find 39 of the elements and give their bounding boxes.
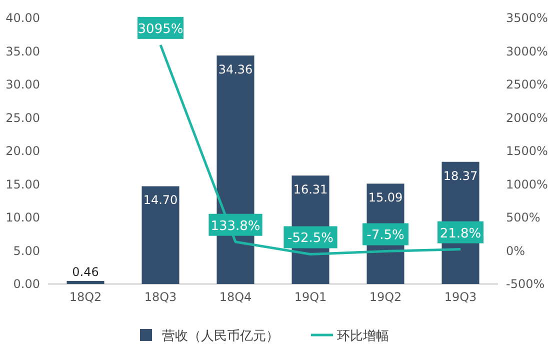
x-tick-label: 19Q1	[294, 290, 327, 304]
y-tick-label: 40.00	[6, 11, 40, 25]
y-tick-label: 20.00	[6, 144, 40, 158]
y2-tick-label: 1000%	[506, 177, 548, 192]
x-tick-label: 19Q2	[369, 290, 402, 304]
data-label: 21.8%	[440, 226, 482, 242]
y-tick-label: 10.00	[6, 210, 40, 224]
y-tick-label: 0.00	[13, 277, 40, 291]
x-tick-label: 18Q3	[144, 290, 177, 304]
data-label: 3095%	[138, 22, 184, 37]
x-tick-label: 18Q4	[219, 290, 252, 304]
x-tick-label: 19Q3	[444, 290, 477, 304]
data-label: 34.36	[218, 62, 253, 77]
y2-tick-label: 1500%	[506, 144, 548, 158]
y2-tick-label: 3000%	[506, 44, 548, 58]
y-tick-label: 25.00	[6, 110, 40, 125]
y2-tick-label: 2000%	[506, 110, 548, 125]
data-label: 16.31	[293, 182, 328, 197]
data-label: 133.8%	[210, 218, 260, 234]
y2-tick-label: 3500%	[506, 11, 548, 25]
data-label: 14.70	[143, 193, 178, 208]
y-tick-label: 35.00	[6, 44, 40, 58]
data-label: 0.46	[72, 264, 99, 279]
y2-tick-label: 500%	[506, 210, 540, 224]
x-tick-label: 18Q2	[69, 290, 102, 304]
data-label: 18.37	[443, 168, 478, 183]
bar	[142, 186, 180, 284]
legend-label: 环比增幅	[337, 329, 389, 344]
data-label: -7.5%	[366, 228, 404, 244]
legend-label: 营收（人民币亿元）	[162, 329, 279, 344]
y2-tick-label: 0%	[506, 244, 526, 258]
y2-tick-label: -500%	[506, 277, 545, 291]
y-tick-label: 5.00	[13, 244, 40, 258]
y2-tick-label: 2500%	[506, 78, 548, 92]
data-label: -52.5%	[288, 231, 334, 246]
data-label: 15.09	[368, 190, 403, 205]
y-tick-label: 15.00	[6, 177, 40, 192]
y-tick-label: 30.00	[6, 78, 40, 92]
bar	[66, 280, 104, 284]
